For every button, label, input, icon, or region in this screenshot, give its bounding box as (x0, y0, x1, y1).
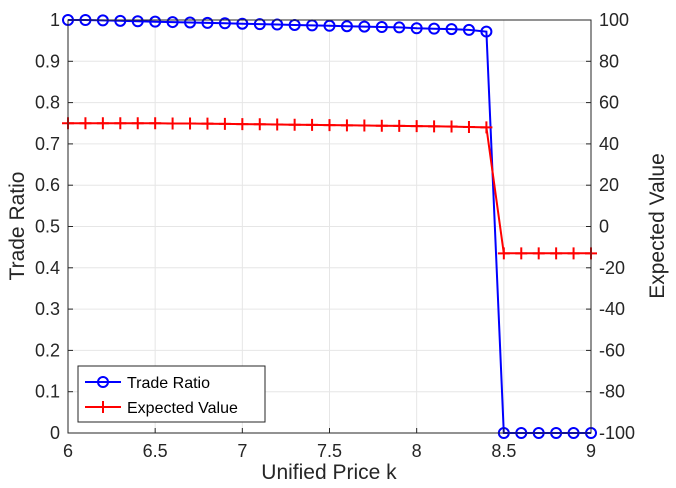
y-left-tick-label: 0.2 (35, 340, 60, 360)
x-tick-label: 6 (63, 441, 73, 461)
data-point-trade-ratio (149, 15, 162, 28)
y-right-tick-label: -100 (599, 423, 635, 443)
data-point-trade-ratio (410, 22, 423, 35)
y-left-tick-label: 0.9 (35, 51, 60, 71)
y-right-tick-label: 80 (599, 51, 619, 71)
data-point-expected-value (288, 118, 301, 131)
data-point-expected-value (393, 119, 406, 132)
data-point-expected-value (306, 118, 319, 131)
y-left-tick-label: 0.3 (35, 299, 60, 319)
x-tick-label: 9 (586, 441, 596, 461)
data-point-trade-ratio (462, 23, 475, 36)
data-point-expected-value (184, 117, 197, 130)
data-point-expected-value (271, 118, 284, 131)
y-right-tick-label: 100 (599, 10, 629, 30)
y-left-tick-label: 0.4 (35, 258, 60, 278)
x-tick-label: 8.5 (491, 441, 516, 461)
data-point-trade-ratio (428, 22, 441, 35)
data-point-expected-value (410, 120, 423, 133)
data-point-trade-ratio (166, 16, 179, 29)
data-point-trade-ratio (340, 20, 353, 33)
data-point-expected-value (445, 120, 458, 133)
data-point-expected-value (96, 117, 109, 130)
data-point-expected-value (497, 247, 510, 260)
y-right-axis-label: Expected Value (646, 153, 669, 299)
data-point-trade-ratio (393, 21, 406, 34)
y-left-tick-label: 0.5 (35, 217, 60, 237)
data-point-expected-value (166, 117, 179, 130)
data-point-expected-value (340, 119, 353, 132)
grid-lines (68, 20, 591, 433)
y-right-tick-label: -40 (599, 299, 625, 319)
data-point-expected-value (462, 120, 475, 133)
data-point-trade-ratio (375, 21, 388, 34)
data-point-expected-value (253, 118, 266, 131)
y-left-axis-label: Trade Ratio (6, 172, 29, 281)
x-tick-label: 7 (237, 441, 247, 461)
data-point-expected-value (550, 247, 563, 260)
data-point-expected-value (515, 247, 528, 260)
data-point-expected-value (236, 118, 249, 131)
legend: Trade Ratio Expected Value (77, 365, 266, 423)
y-right-tick-label: 20 (599, 175, 619, 195)
legend-entry-expected-value: Expected Value (85, 400, 238, 417)
data-point-expected-value (323, 119, 336, 132)
y-left-tick-label: 0.8 (35, 93, 60, 113)
data-point-trade-ratio (131, 15, 144, 28)
legend-marker-trade-ratio (97, 376, 109, 388)
data-point-trade-ratio (253, 18, 266, 31)
y-left-tick-label: 0.6 (35, 175, 60, 195)
y-right-tick-label: 60 (599, 93, 619, 113)
data-point-expected-value (79, 117, 92, 130)
data-point-expected-value (428, 120, 441, 133)
data-point-expected-value (358, 119, 371, 132)
tick-layer: 6 6.5 7 7.5 8 8.5 9 0 0.1 0.2 0.3 0.4 0.5 0.6 0.7 0.8 0.… (35, 10, 635, 461)
x-tick-label: 8 (412, 441, 422, 461)
data-point-expected-value (201, 117, 214, 130)
x-tick-label: 7.5 (317, 441, 342, 461)
data-point-trade-ratio (114, 14, 127, 27)
y-right-tick-label: -80 (599, 382, 625, 402)
y-right-tick-label: 0 (599, 217, 609, 237)
x-axis-label: Unified Price k (261, 461, 397, 484)
data-point-trade-ratio (218, 17, 231, 30)
data-point-expected-value (149, 117, 162, 130)
data-point-trade-ratio (480, 25, 493, 38)
data-point-expected-value (114, 117, 127, 130)
y-right-tick-label: -20 (599, 258, 625, 278)
data-point-expected-value (480, 121, 493, 134)
y-left-tick-label: 0.7 (35, 134, 60, 154)
series-layer (62, 14, 597, 439)
legend-entry-trade-ratio: Trade Ratio (85, 375, 210, 392)
y-left-tick-label: 0 (50, 423, 60, 443)
data-point-trade-ratio (445, 23, 458, 36)
data-point-expected-value (375, 119, 388, 132)
legend-marker-expected-value (97, 401, 109, 413)
y-right-tick-label: -60 (599, 340, 625, 360)
data-point-expected-value (567, 247, 580, 260)
data-point-expected-value (131, 117, 144, 130)
x-tick-label: 6.5 (143, 441, 168, 461)
y-left-tick-label: 0.1 (35, 382, 60, 402)
data-point-expected-value (218, 117, 231, 130)
data-point-trade-ratio (358, 20, 371, 33)
y-left-tick-label: 1 (50, 10, 60, 30)
data-point-trade-ratio (236, 17, 249, 30)
data-point-trade-ratio (201, 16, 214, 29)
data-point-trade-ratio (323, 19, 336, 32)
legend-box (77, 365, 266, 423)
data-point-trade-ratio (184, 16, 197, 29)
y-right-tick-label: 40 (599, 134, 619, 154)
legend-label-trade-ratio: Trade Ratio (127, 375, 210, 392)
data-point-expected-value (532, 247, 545, 260)
legend-label-expected-value: Expected Value (127, 400, 238, 417)
